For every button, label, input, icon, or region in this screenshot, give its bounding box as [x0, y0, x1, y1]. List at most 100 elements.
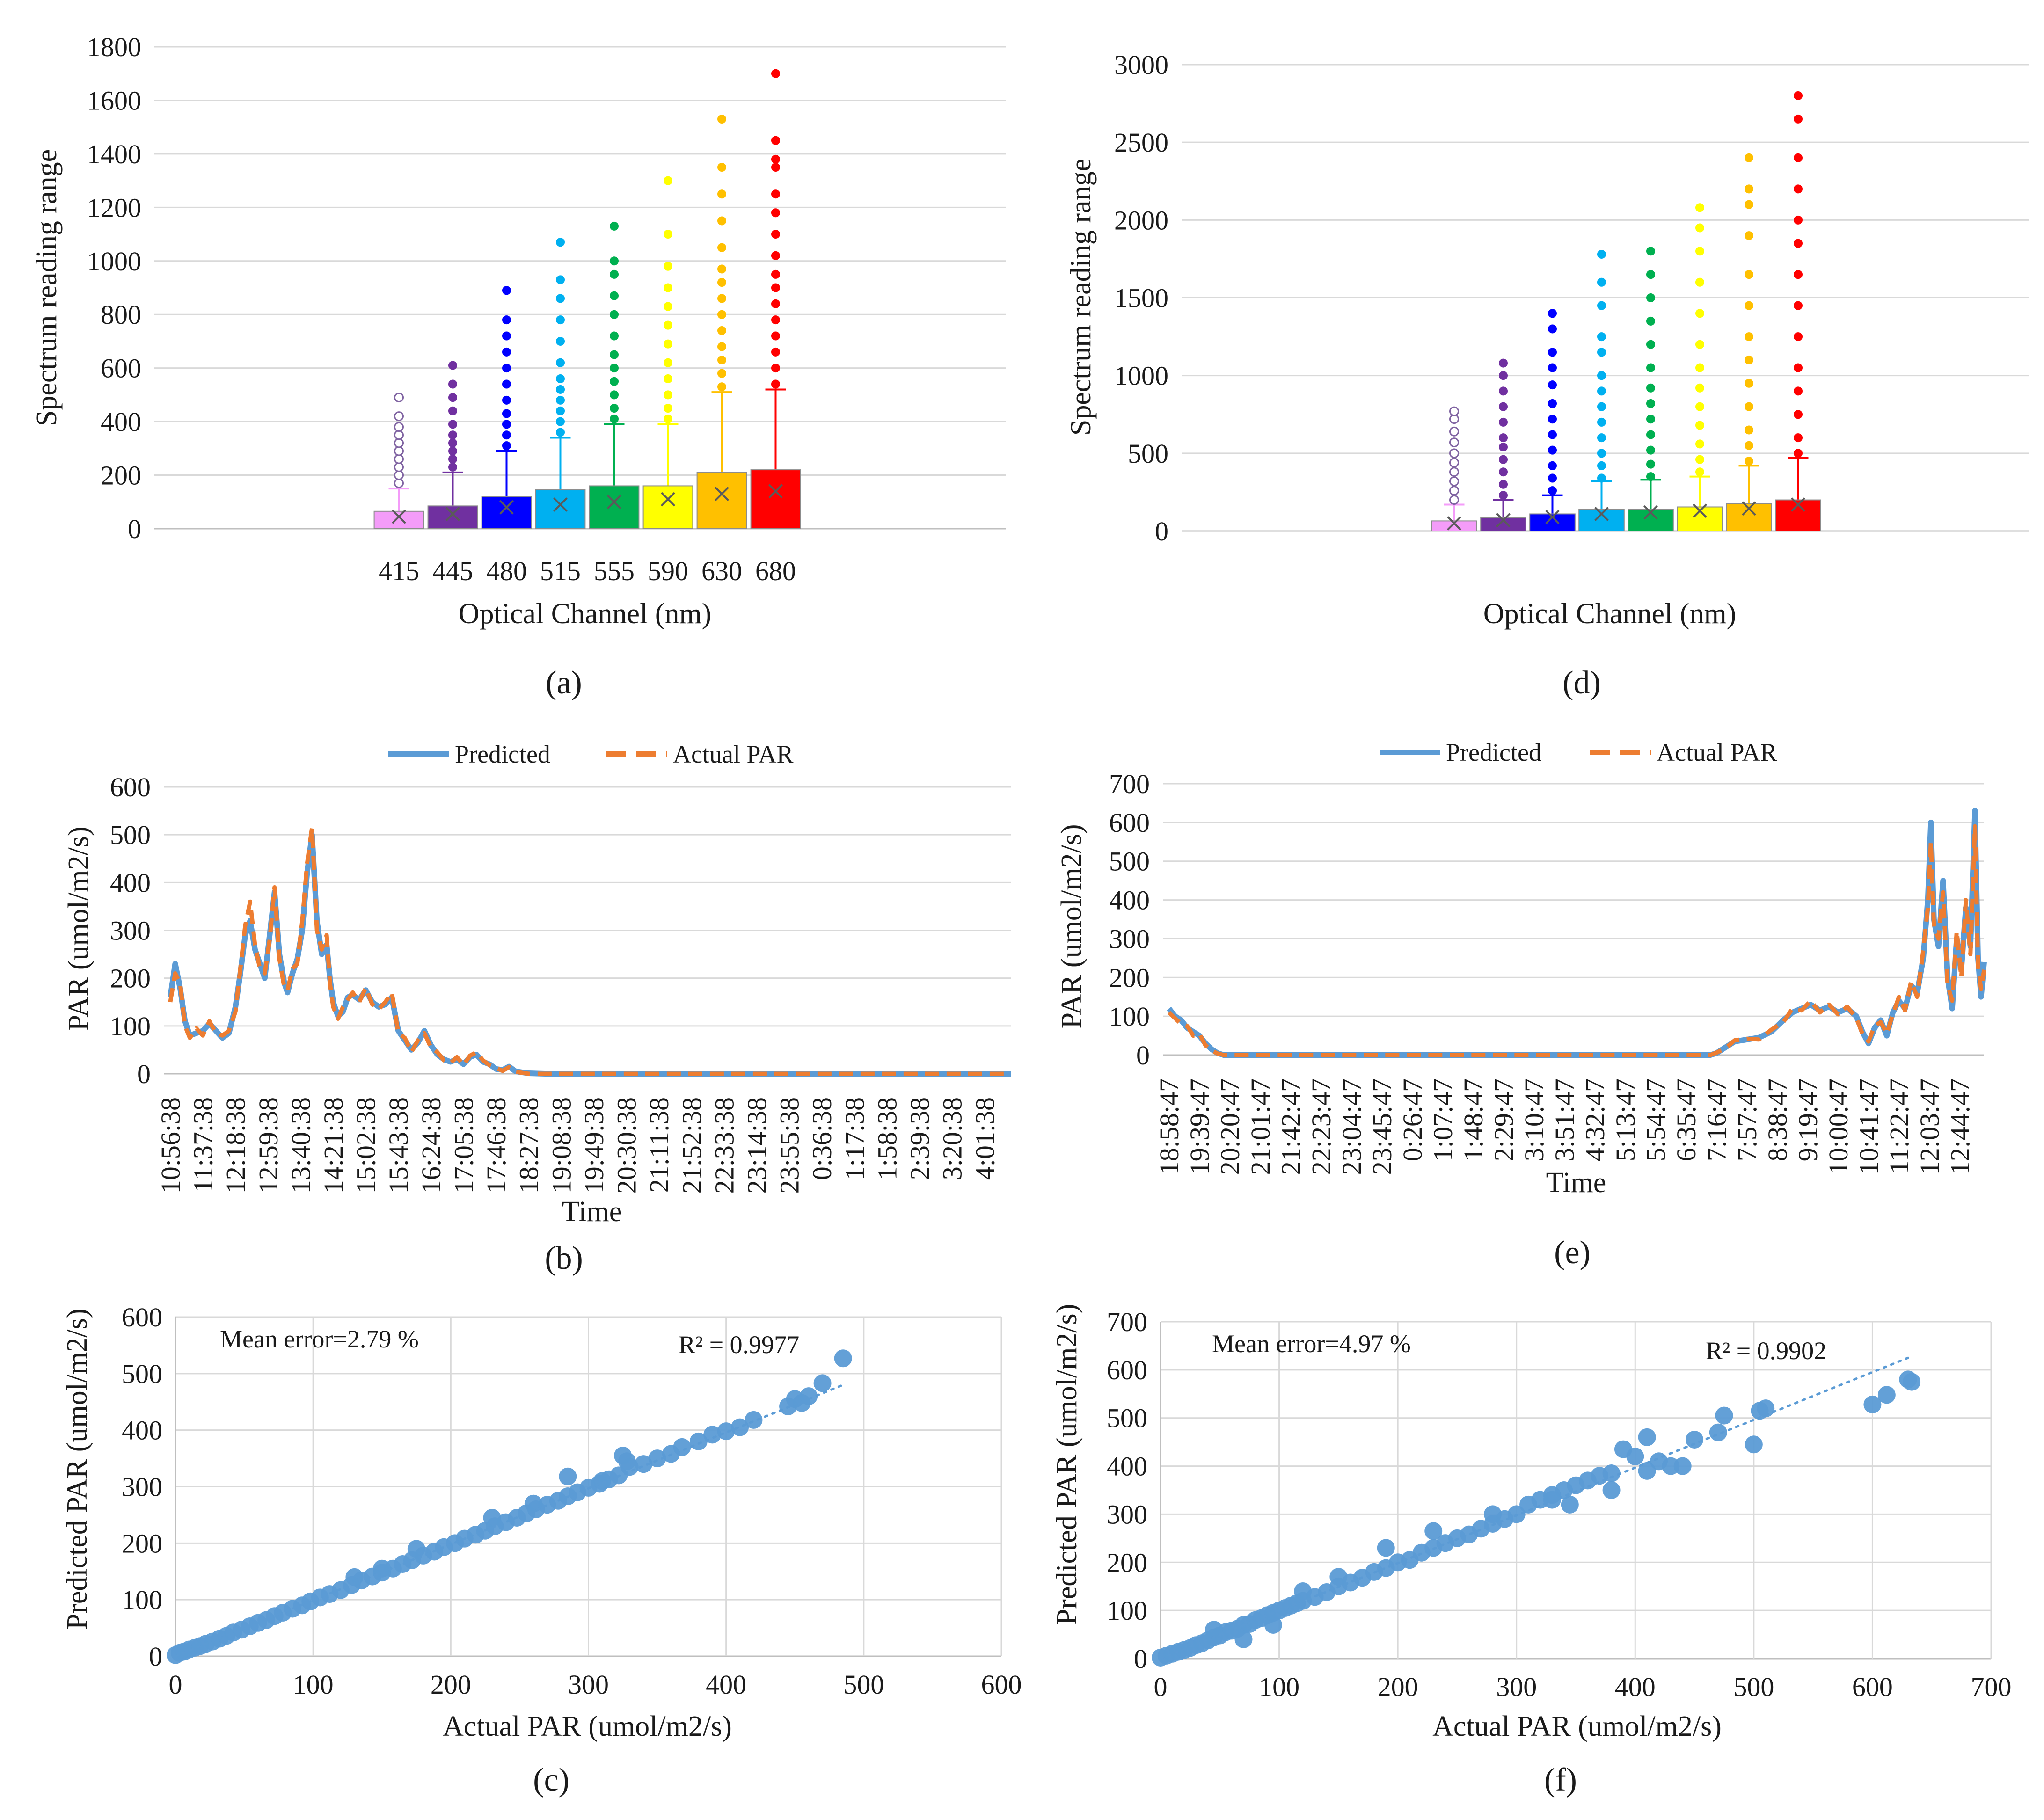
box-mean-marker: [392, 509, 406, 524]
box-outlier: [1794, 215, 1803, 225]
box-outlier: [1548, 348, 1557, 357]
box-mean-marker: [715, 487, 729, 502]
box-outlier: [1646, 383, 1655, 393]
y-tick-label: 200: [101, 460, 141, 491]
x-tick-label: 100: [1259, 1672, 1299, 1702]
x-tick-label: 2:29:47: [1489, 1078, 1519, 1161]
panel-f-mean-error: Mean error=4.97 %: [1212, 1330, 1411, 1358]
box-outlier: [394, 438, 404, 448]
x-tick-label: 1:17:38: [840, 1097, 870, 1180]
x-tick-label: 11:22:47: [1884, 1078, 1914, 1174]
panel-c-gridlines: [175, 1316, 1002, 1657]
box-outlier: [771, 136, 780, 145]
box-outlier: [1499, 371, 1508, 380]
x-tick-label: 630: [701, 556, 742, 586]
box-outlier: [717, 243, 726, 252]
y-tick-label: 300: [1109, 924, 1150, 954]
panel-f: 0 100 200 300 400 500 600 700 0 100 200 300 400 500 60…: [1051, 1304, 2012, 1798]
scatter-point: [1602, 1464, 1621, 1482]
x-tick-label: 4:01:38: [970, 1097, 1000, 1180]
y-tick-label: 1500: [1114, 283, 1168, 313]
y-tick-label: 400: [1107, 1451, 1147, 1482]
y-tick-label: 200: [122, 1528, 162, 1558]
x-tick-label: 3:20:38: [937, 1097, 968, 1180]
box-outlier: [717, 278, 726, 287]
box-mean-marker: [553, 497, 568, 512]
box-outlier: [1449, 476, 1459, 487]
x-tick-label: 17:46:38: [481, 1097, 511, 1194]
box-rect: [373, 510, 424, 529]
box-outlier: [1745, 379, 1753, 388]
x-tick-label: 17:05:38: [448, 1097, 479, 1194]
box-outlier: [1745, 200, 1753, 209]
panel-e-gridlines: [1163, 783, 1984, 1056]
box-outlier: [717, 326, 726, 335]
box-outlier: [556, 428, 565, 437]
panel-a-ylabel: Spectrum reading range: [31, 149, 63, 426]
scatter-point: [1745, 1435, 1763, 1454]
scatter-point: [1863, 1395, 1882, 1413]
box-rect: [1578, 509, 1625, 532]
scatter-point: [1602, 1481, 1621, 1499]
x-tick-label: 1:07:47: [1428, 1078, 1458, 1161]
y-tick-label: 400: [122, 1415, 162, 1446]
box-outlier: [717, 310, 726, 319]
box-outlier: [1695, 467, 1704, 477]
box-outlier: [664, 230, 672, 239]
panel-e-marks: [1167, 808, 1987, 1058]
x-tick-label: 555: [594, 556, 635, 586]
box-outlier: [1745, 355, 1753, 364]
panel-b-marks: [167, 825, 1011, 1077]
box-outlier: [1597, 371, 1606, 380]
y-tick-label: 100: [122, 1585, 162, 1615]
x-tick-label: 0: [1154, 1672, 1168, 1702]
x-tick-label: 21:42:47: [1276, 1078, 1306, 1175]
box-outlier: [1548, 430, 1557, 439]
box-outlier: [502, 395, 511, 405]
x-tick-label: 21:01:47: [1245, 1078, 1276, 1175]
x-tick-label: 200: [1378, 1672, 1418, 1702]
x-tick-label: 13:40:38: [285, 1097, 316, 1194]
x-tick-label: 20:20:47: [1215, 1078, 1245, 1175]
box-outlier: [1745, 153, 1753, 162]
box-outlier: [394, 393, 404, 403]
box-outlier: [771, 283, 780, 292]
scatter-point: [614, 1447, 632, 1465]
box-outlier: [556, 294, 565, 303]
scatter-point: [559, 1467, 577, 1485]
box-outlier: [502, 347, 511, 357]
box-outlier: [1597, 449, 1606, 458]
box-outlier: [1794, 386, 1803, 396]
y-tick-label: 700: [1109, 769, 1150, 799]
y-tick-label: 300: [122, 1472, 162, 1502]
box-outlier: [1499, 480, 1508, 489]
box-outlier: [717, 382, 726, 392]
box-outlier: [1646, 340, 1655, 349]
box-outlier: [610, 350, 619, 359]
panel-f-xlabel: Actual PAR (umol/m2/s): [1432, 1711, 1722, 1742]
x-tick-label: 415: [379, 556, 419, 586]
scatter-point: [1377, 1539, 1395, 1557]
x-tick-label: 7:57:47: [1732, 1078, 1762, 1161]
panel-c-mean-error: Mean error=2.79 %: [220, 1325, 419, 1353]
y-tick-label: 200: [110, 963, 151, 994]
panel-f-ticks: 0 100 200 300 400 500 600 700 0 100 200 300 400 500 60…: [1107, 1307, 2012, 1702]
box-outlier: [1794, 239, 1803, 248]
panel-a: 0 200 400 600 800 1000 1200 1400 1600 1800 415 445 4…: [31, 32, 1006, 701]
x-tick-label: 3:51:47: [1549, 1078, 1580, 1161]
y-tick-label: 300: [1107, 1499, 1147, 1529]
box-outlier: [1646, 363, 1655, 372]
box-outlier: [771, 364, 780, 373]
panel-b-legend: Predicted Actual PAR: [388, 740, 794, 768]
legend-actual-label: Actual PAR: [1657, 738, 1777, 766]
box-outlier: [717, 369, 726, 378]
box-outlier: [664, 374, 672, 384]
box-outlier: [1449, 486, 1459, 496]
box-outlier: [1745, 425, 1753, 435]
y-tick-label: 500: [122, 1359, 162, 1389]
box-outlier: [1597, 348, 1606, 357]
x-tick-label: 200: [431, 1669, 471, 1700]
box-outlier: [610, 331, 619, 341]
y-tick-label: 800: [101, 299, 141, 330]
box-outlier: [394, 454, 404, 464]
